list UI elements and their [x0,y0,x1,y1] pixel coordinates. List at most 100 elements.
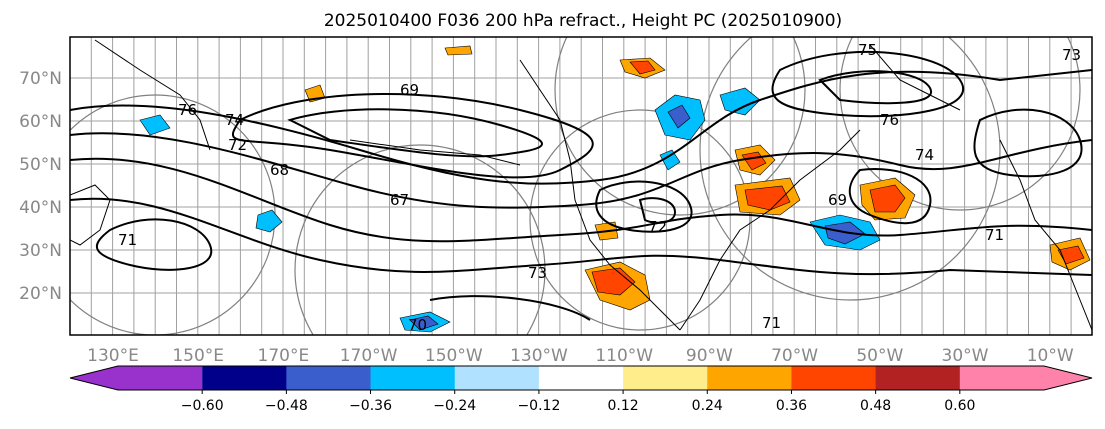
map-frame [69,36,1093,336]
negative-anomaly [659,149,681,171]
coastline-aleutians [349,139,521,166]
colorbar-segment [286,366,372,390]
contour-label: 67 [390,191,409,209]
positive-anomaly [591,267,636,296]
negative-anomaly [255,209,283,233]
negative-anomaly [719,87,761,116]
colorbar-tick-label: 0.60 [944,398,975,414]
colorbar-segment [454,366,540,390]
contour-label: 68 [270,161,289,179]
longitude-labels: 130°E 150°E 170°E 170°W 150°W 130°W 110°W 90°W 7… [87,346,1074,366]
longitude-label: 170°W [340,346,398,366]
longitude-label: 90°W [686,346,733,366]
range-ring [529,109,751,331]
positive-anomaly [744,185,791,211]
colorbar-tick-label: −0.36 [349,398,392,414]
graticule [70,37,1092,335]
colorbar-segment [538,366,624,390]
colorbar-tick-label: 0.48 [860,398,891,414]
map-panel: 76 74 72 68 67 69 73 71 75 74 71 76 69 7… [69,36,1093,336]
height-contour [771,50,964,118]
colorbar-tick-label: −0.12 [517,398,560,414]
longitude-label: 170°E [258,346,310,366]
colorbar-tick-label: 0.36 [776,398,807,414]
height-contour [70,132,1092,209]
latitude-label: 50°N [19,155,62,175]
height-contour [70,197,1092,276]
coastline-na-east [679,129,861,331]
contour-label: 76 [178,101,197,119]
contour-label: 76 [880,111,899,129]
colorbar: −0.60 −0.48 −0.36 −0.24 −0.12 0.12 0.24 0.36 0.4… [69,365,1093,414]
longitude-label: 130°E [87,346,139,366]
longitude-label: 130°W [510,346,568,366]
contour-label: 71 [762,314,781,332]
map-title: 2025010400 F036 200 hPa refract., Height… [324,11,842,31]
colorbar-tick-label: −0.24 [433,398,476,414]
coastline-greenland [869,44,961,111]
positive-anomaly [444,45,473,56]
longitude-label: 10°W [1027,346,1074,366]
longitude-label: 50°W [856,346,903,366]
colorbar-segment [623,366,708,390]
height-contour [95,218,213,271]
coastline-asia [70,184,111,246]
height-contour [818,70,933,105]
height-contour [638,197,677,224]
coastline-na-west [519,59,681,331]
latitude-label: 20°N [19,284,62,304]
latitude-labels: 70°N 60°N 50°N 40°N 30°N 20°N [19,69,62,304]
colorbar-tick-label: −0.60 [181,398,224,414]
contour-label: 69 [828,191,847,209]
longitude-label: 30°W [942,346,989,366]
latitude-label: 60°N [19,112,62,132]
negative-anomaly [409,315,439,331]
height-contours [70,50,1092,321]
height-contour [287,108,543,158]
range-ring [839,37,1081,211]
coastline-europe-africa [999,139,1092,331]
contour-label: 71 [985,226,1004,244]
longitude-label: 150°W [425,346,483,366]
range-ring [554,37,806,216]
colorbar-segment [707,366,792,390]
colorbar-extend-high [959,366,1092,390]
longitude-label: 110°W [595,346,653,366]
colorbar-tick-label: −0.48 [265,398,308,414]
colorbar-tick-label: 0.24 [692,398,723,414]
contour-label: 72 [228,136,247,154]
colorbar-tick-label: 0.12 [608,398,639,414]
colorbar-outline [69,365,1093,391]
height-contour [231,93,594,179]
contour-label: 75 [858,41,877,59]
contour-label: 70 [408,316,427,334]
contour-label: 72 [648,218,667,236]
negative-anomaly [139,114,171,136]
contour-label: 71 [118,231,137,249]
colorbar-extend-low [70,366,203,390]
colorbar-segment [791,366,877,390]
contour-label: 73 [528,264,547,282]
height-contour [429,295,591,321]
range-ring [699,37,1001,301]
longitude-label: 70°W [771,346,818,366]
colorbar-segment [370,366,456,390]
contour-labels: 76 74 72 68 67 69 73 71 75 74 71 76 69 7… [118,41,1081,334]
contour-label: 73 [1062,46,1081,64]
height-contour [595,180,693,233]
range-ring [294,144,546,335]
coastlines [70,39,1092,331]
height-contour [973,108,1083,178]
contour-label: 74 [915,146,934,164]
height-contour [848,168,932,225]
negative-anomaly [667,104,691,129]
latitude-label: 70°N [19,69,62,89]
coastline-siberia [94,39,211,151]
latitude-label: 30°N [19,241,62,261]
positive-anomaly [629,60,656,75]
positive-anomaly [869,184,906,213]
colorbar-segment [202,366,287,390]
latitude-label: 40°N [19,198,62,218]
contour-label: 74 [225,111,244,129]
